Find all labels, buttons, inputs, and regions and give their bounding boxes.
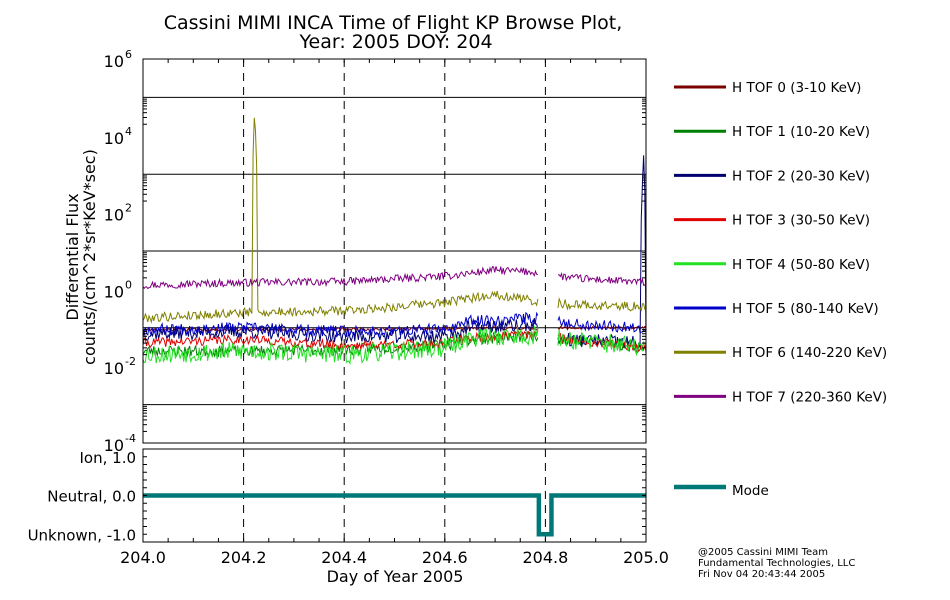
y-tick-exponent: 4 <box>125 125 132 138</box>
x-tick-label: 204.6 <box>422 548 468 567</box>
chart-title-line-2: Year: 2005 DOY: 204 <box>298 31 492 53</box>
y-tick-base: 10 <box>104 282 124 301</box>
x-tick-label: 204.0 <box>120 548 166 567</box>
legend: H TOF 0 (3-10 KeV) H TOF 1 (10-20 KeV) H T… <box>674 80 887 405</box>
y-tick-base: 10 <box>104 359 124 378</box>
y-tick-exponent: 0 <box>125 278 132 291</box>
y-axis-label-line-1: Differential Flux <box>63 193 82 320</box>
series-4 <box>142 325 647 366</box>
chart-title-line-1: Cassini MIMI INCA Time of Flight KP Brow… <box>164 12 623 34</box>
legend-label: H TOF 1 (10-20 KeV) <box>732 124 870 140</box>
y-axis-label: Differential Flux counts/(cm^2*sr*KeV*se… <box>63 149 99 365</box>
y-axis-label-line-2: counts/(cm^2*sr*KeV*sec) <box>80 149 99 365</box>
y-tick-exponent: 2 <box>125 202 132 215</box>
legend-item: H TOF 6 (140-220 KeV) <box>674 345 887 361</box>
y-tick-label: 10 -2 <box>104 355 136 378</box>
y-tick-label: 10 0 <box>104 278 132 301</box>
legend-label: H TOF 0 (3-10 KeV) <box>732 80 861 96</box>
y-tick-exponent: -4 <box>125 432 136 445</box>
legend-item: H TOF 1 (10-20 KeV) <box>674 124 870 140</box>
series-line <box>142 265 538 290</box>
series-line <box>557 271 647 286</box>
legend-label: H TOF 6 (140-220 KeV) <box>732 345 887 361</box>
legend-label: H TOF 2 (20-30 KeV) <box>732 168 870 184</box>
x-tick-label: 204.4 <box>321 548 367 567</box>
series-line <box>557 315 647 334</box>
y-tick-label: 10 -4 <box>104 432 136 455</box>
series-7 <box>142 265 647 290</box>
footer-timestamp: Fri Nov 04 20:43:44 2005 <box>698 569 825 580</box>
legend-mode: Mode <box>674 483 769 499</box>
legend-item: H TOF 3 (30-50 KeV) <box>674 213 870 229</box>
legend-label: H TOF 4 (50-80 KeV) <box>732 257 870 273</box>
x-tick-label: 204.8 <box>522 548 568 567</box>
x-tick-label: 204.2 <box>221 548 267 567</box>
y-tick-label: 10 4 <box>104 125 132 148</box>
mode-tick-label: Neutral, 0.0 <box>47 488 136 506</box>
legend-item: H TOF 4 (50-80 KeV) <box>674 257 870 273</box>
top-grid <box>143 59 646 443</box>
y-tick-base: 10 <box>104 436 124 455</box>
series-line <box>557 329 647 357</box>
series-line <box>142 117 539 324</box>
legend-label: H TOF 7 (220-360 KeV) <box>732 389 887 405</box>
x-tick-label: 205.0 <box>623 548 669 567</box>
legend-label: H TOF 5 (80-140 KeV) <box>732 301 879 317</box>
y-tick-base: 10 <box>104 206 124 225</box>
x-axis-ticks: 204.0 204.2 204.4 204.6 204.8 205.0 <box>120 59 669 567</box>
series-line <box>142 311 539 339</box>
series-6 <box>142 117 647 324</box>
y-tick-exponent: -2 <box>125 355 136 368</box>
footer-company: Fundamental Technologies, LLC <box>698 558 855 569</box>
y-tick-label: 10 6 <box>104 48 132 71</box>
y-tick-label: 10 2 <box>104 202 132 225</box>
bottom-y-ticks: Ion, 1.0 Neutral, 0.0 Unknown, -1.0 <box>28 448 646 544</box>
series-5 <box>142 311 647 339</box>
top-series <box>142 117 647 366</box>
legend-label: H TOF 3 (30-50 KeV) <box>732 213 870 229</box>
legend-item: H TOF 0 (3-10 KeV) <box>674 80 861 96</box>
mode-tick-label: Ion, 1.0 <box>80 449 137 467</box>
series-line <box>142 316 539 345</box>
mode-tick-label: Unknown, -1.0 <box>28 526 136 544</box>
bottom-series <box>143 493 646 537</box>
x-axis-label: Day of Year 2005 <box>327 567 464 586</box>
mode-line <box>143 493 646 537</box>
legend-item: H TOF 7 (220-360 KeV) <box>674 389 887 405</box>
legend-label: Mode <box>732 483 769 499</box>
legend-item: H TOF 2 (20-30 KeV) <box>674 168 870 184</box>
series-line <box>557 296 647 312</box>
y-tick-base: 10 <box>104 52 124 71</box>
y-tick-base: 10 <box>104 129 124 148</box>
legend-item: H TOF 5 (80-140 KeV) <box>674 301 879 317</box>
series-line <box>142 325 539 366</box>
series-line <box>142 330 539 351</box>
footer-copyright: @2005 Cassini MIMI Team <box>698 547 828 558</box>
y-tick-exponent: 6 <box>125 48 132 61</box>
